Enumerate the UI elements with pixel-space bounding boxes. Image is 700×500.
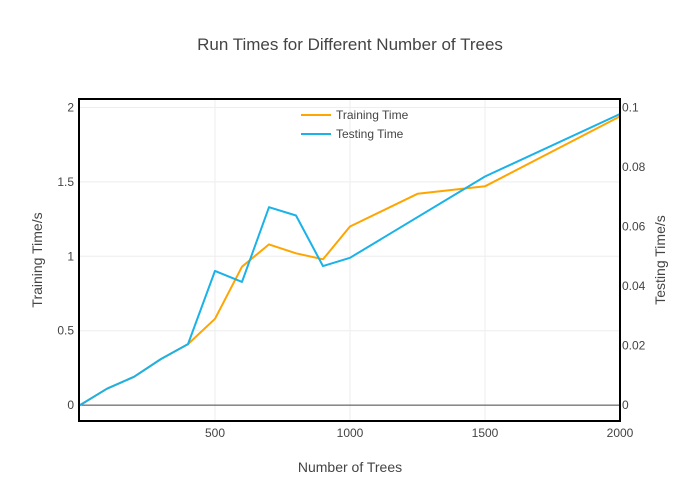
y-left-tick-label: 1.5 (57, 175, 74, 189)
y-right-tick-label: 0.1 (622, 100, 639, 114)
legend-label: Training Time (336, 108, 409, 122)
x-tick-label: 1000 (337, 426, 364, 440)
y-left-axis-title: Training Time/s (29, 212, 45, 307)
y-right-tick-label: 0.02 (622, 339, 646, 353)
x-tick-label: 2000 (607, 426, 634, 440)
legend: Training Time Testing Time (301, 108, 409, 141)
grid-layer (80, 100, 621, 420)
y-left-tick-label: 0 (67, 398, 74, 412)
series-layer (79, 113, 621, 407)
y-right-tick-label: 0.08 (622, 160, 646, 174)
chart-title: Run Times for Different Number of Trees (197, 35, 503, 54)
y-right-tick-label: 0 (622, 398, 629, 412)
y-right-tick-label: 0.04 (622, 279, 646, 293)
series-line-testing-time (79, 113, 621, 407)
plot-frame (78, 98, 621, 422)
x-tick-label: 1500 (472, 426, 499, 440)
y-right-axis-title: Testing Time/s (652, 215, 668, 304)
x-axis-title: Number of Trees (298, 459, 402, 475)
y-left-tick-label: 2 (67, 100, 74, 114)
y-right-tick-label: 0.06 (622, 220, 646, 234)
tick-layer: 500 1000 1500 2000 0 0.5 1 1.5 2 0 0.02 0.04 0.06 0.0… (57, 100, 645, 440)
y-left-tick-label: 0.5 (57, 324, 74, 338)
legend-label: Testing Time (336, 127, 404, 141)
y-left-tick-label: 1 (67, 249, 74, 263)
x-tick-label: 500 (205, 426, 225, 440)
